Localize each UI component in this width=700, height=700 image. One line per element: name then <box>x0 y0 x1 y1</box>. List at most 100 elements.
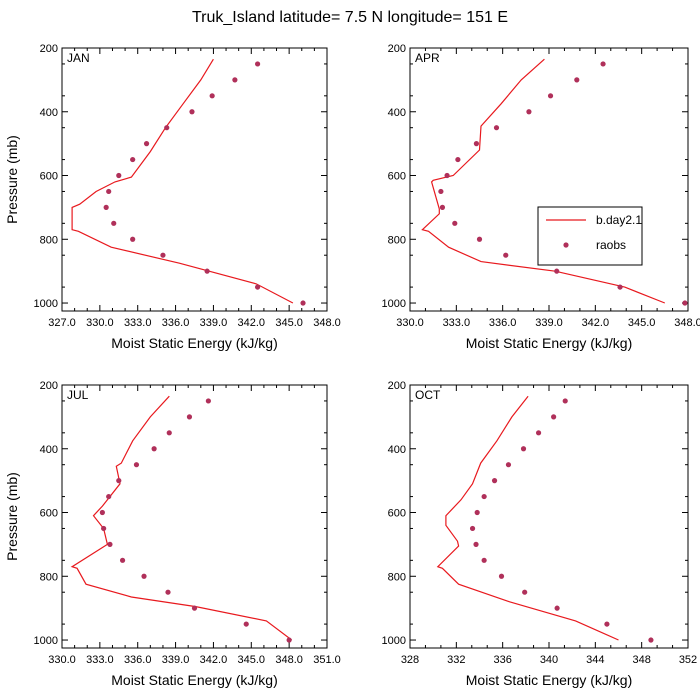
y-tick-label: 200 <box>388 43 406 55</box>
x-tick-label: 327.0 <box>48 317 76 329</box>
data-point-raobs <box>186 414 193 420</box>
data-point-raobs <box>116 478 122 484</box>
panel-label: OCT <box>415 388 441 402</box>
x-tick-label: 333.0 <box>86 654 114 666</box>
data-point-raobs <box>166 430 172 436</box>
x-tick-label: 336.0 <box>489 317 517 329</box>
y-tick-label: 400 <box>40 107 58 119</box>
x-tick-label: 348 <box>632 654 650 666</box>
data-point-raobs <box>300 300 306 306</box>
data-point-raobs <box>165 589 171 595</box>
x-tick-label: 352 <box>679 654 697 666</box>
y-tick-label: 800 <box>40 571 58 583</box>
panel-apr: APR 330.0 333.0 336.0 339.0 342.0 345.0 348.0 20… <box>382 43 700 351</box>
data-point-raobs <box>682 300 688 306</box>
data-point-raobs <box>160 252 166 258</box>
data-point-raobs <box>503 252 509 258</box>
panel-label: JUL <box>67 388 89 402</box>
x-tick-label: 340 <box>540 654 558 666</box>
data-point-raobs <box>476 236 483 242</box>
data-point-raobs <box>151 446 157 452</box>
y-tick-label: 800 <box>40 234 58 246</box>
data-point-raobs <box>143 141 150 147</box>
data-point-raobs <box>535 430 542 436</box>
x-tick-label: 333.0 <box>443 317 471 329</box>
data-point-raobs <box>164 125 170 131</box>
data-point-raobs <box>562 398 568 404</box>
data-point-raobs <box>522 589 528 595</box>
data-point-raobs <box>133 462 140 468</box>
x-axis-label: Moist Static Energy (kJ/kg) <box>111 335 278 351</box>
y-tick-label: 1000 <box>382 635 406 647</box>
x-tick-label: 330.0 <box>48 654 76 666</box>
panel-jan: JAN 327.0 330.0 333.0 336.0 339.0 342.0 345.0 34… <box>4 43 341 351</box>
data-point-raobs <box>452 220 458 226</box>
data-point-raobs <box>600 61 606 67</box>
y-tick-label: 1000 <box>382 298 406 310</box>
data-point-raobs <box>617 284 623 290</box>
data-point-raobs <box>101 525 107 532</box>
x-tick-label: 336.0 <box>124 654 152 666</box>
data-point-raobs <box>106 188 112 195</box>
data-point-raobs <box>498 573 505 579</box>
data-point-raobs <box>554 605 560 611</box>
x-tick-label: 330.0 <box>86 317 114 329</box>
series-line-model <box>421 58 666 304</box>
y-tick-label: 800 <box>388 234 406 246</box>
y-tick-label: 600 <box>40 508 58 520</box>
panel-label: JAN <box>67 51 90 65</box>
data-point-raobs <box>491 478 498 484</box>
x-tick-label: 342.0 <box>200 654 228 666</box>
plot-frame <box>409 47 689 312</box>
data-point-raobs <box>520 446 527 452</box>
y-axis-label: Pressure (mb) <box>4 472 20 561</box>
legend: b.day2.1 raobs <box>537 206 643 266</box>
plot-frame <box>61 384 328 649</box>
x-tick-label: 332 <box>447 654 465 666</box>
y-tick-label: 1000 <box>34 298 58 310</box>
data-point-raobs <box>107 541 113 547</box>
x-tick-label: 328 <box>401 654 419 666</box>
x-tick-label: 339.0 <box>162 654 190 666</box>
data-point-raobs <box>439 204 446 210</box>
y-tick-label: 1000 <box>34 635 58 647</box>
y-tick-label: 400 <box>388 444 406 456</box>
plot-frame <box>61 47 328 312</box>
data-point-raobs <box>286 637 292 643</box>
data-point-raobs <box>604 621 610 627</box>
data-point-raobs <box>232 77 238 83</box>
data-point-raobs <box>111 220 117 226</box>
y-tick-label: 600 <box>388 508 406 520</box>
x-tick-label: 342.0 <box>582 317 610 329</box>
x-tick-label: 336 <box>493 654 511 666</box>
series-line-model <box>436 395 619 641</box>
y-tick-label: 600 <box>40 171 58 183</box>
series-line-model <box>71 58 294 304</box>
x-tick-label: 345.0 <box>238 654 266 666</box>
data-point-raobs <box>493 125 500 131</box>
x-tick-label: 348.0 <box>674 317 700 329</box>
y-tick-label: 400 <box>40 444 58 456</box>
data-point-raobs <box>473 141 480 147</box>
data-point-raobs <box>455 156 461 163</box>
data-point-raobs <box>204 268 210 274</box>
data-point-raobs <box>551 414 557 420</box>
data-point-raobs <box>243 621 249 627</box>
data-point-raobs <box>191 605 198 611</box>
y-tick-label: 200 <box>40 43 58 55</box>
data-point-raobs <box>116 172 122 179</box>
data-point-raobs <box>189 109 195 115</box>
x-tick-label: 344 <box>586 654 604 666</box>
data-point-raobs <box>209 93 215 99</box>
data-point-raobs <box>205 398 211 404</box>
y-tick-label: 200 <box>388 380 406 392</box>
data-point-raobs <box>254 61 261 67</box>
figure-title: Truk_Island latitude= 7.5 N longitude= 1… <box>192 9 508 26</box>
data-point-raobs <box>505 462 512 468</box>
y-tick-label: 400 <box>388 107 406 119</box>
data-point-raobs <box>444 172 450 179</box>
legend-label-obs: raobs <box>596 238 626 252</box>
x-tick-label: 339.0 <box>200 317 228 329</box>
y-axis-label: Pressure (mb) <box>4 135 20 224</box>
data-point-raobs <box>648 637 654 643</box>
